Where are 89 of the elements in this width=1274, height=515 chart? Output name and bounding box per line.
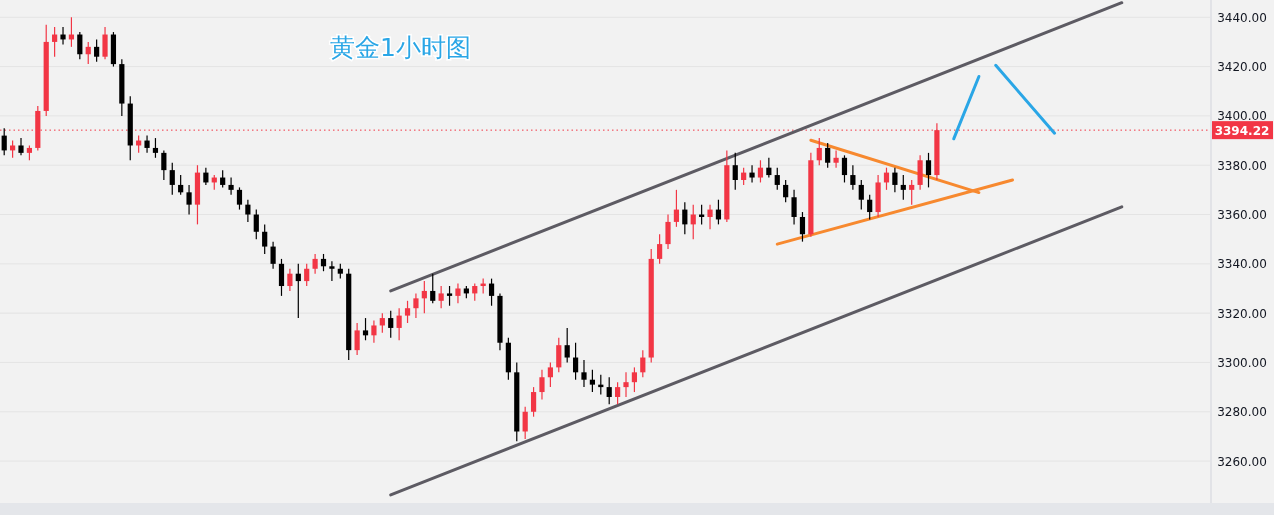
candlestick [530, 386, 537, 418]
ref-line-label: 3394.22 [1214, 123, 1270, 138]
candlestick [60, 26, 66, 45]
candlestick [278, 258, 285, 297]
candlestick [1, 127, 7, 156]
candlestick [362, 317, 369, 341]
candlestick [833, 149, 839, 169]
candlestick [631, 366, 638, 393]
text: 黄金1小时图 [330, 33, 471, 62]
candlestick [354, 322, 360, 356]
candlestick [404, 300, 411, 324]
candlestick [270, 241, 276, 270]
candlestick [581, 359, 587, 388]
candlestick [379, 312, 385, 334]
y-tick-label: 3400.00 [1217, 109, 1267, 124]
candlestick [841, 154, 848, 184]
candlestick [665, 213, 671, 250]
candlestick [682, 201, 688, 235]
candlestick [253, 208, 259, 240]
candlestick [446, 285, 453, 307]
candlestick [186, 184, 192, 216]
candlestick [615, 381, 621, 405]
candlestick [825, 142, 831, 169]
candlestick [262, 223, 268, 255]
candlestick [169, 162, 175, 196]
candlestick [77, 31, 83, 60]
candlestick [732, 152, 738, 191]
candlestick [623, 371, 629, 398]
candlestick [892, 167, 898, 193]
candlestick [858, 179, 864, 211]
candlestick [52, 26, 58, 58]
candlestick [539, 369, 545, 401]
candlestick [547, 361, 553, 388]
candlestick [312, 253, 318, 275]
y-tick-label: 3300.00 [1217, 355, 1267, 370]
candlestick [816, 137, 822, 166]
candlestick [287, 268, 293, 292]
candlestick [867, 194, 873, 221]
candlestick [900, 174, 906, 201]
candlestick [783, 179, 789, 203]
candlestick [766, 157, 772, 179]
candlestick [572, 342, 579, 381]
candlestick [295, 263, 301, 319]
candlestick [396, 307, 402, 341]
candlestick [421, 280, 427, 314]
candlestick [589, 369, 595, 393]
candlestick [673, 189, 680, 228]
candlestick [102, 26, 108, 60]
candlestick [161, 149, 167, 181]
candlestick [178, 174, 184, 196]
candlestick [657, 233, 663, 265]
candlestick [556, 337, 562, 373]
candlestick [329, 260, 335, 282]
candlestick [850, 164, 856, 191]
candlestick [707, 204, 713, 230]
candlestick [152, 137, 159, 159]
candlestick [791, 189, 797, 225]
candlestick [371, 319, 377, 344]
candlestick [94, 38, 100, 63]
candlestick [413, 292, 419, 319]
candlestick [438, 285, 444, 309]
candlestick [236, 186, 243, 211]
candlestick [749, 164, 755, 184]
y-tick-label: 3340.00 [1217, 257, 1267, 272]
y-tick-label: 3320.00 [1217, 306, 1267, 321]
candlestick [455, 282, 461, 304]
candlestick [757, 159, 764, 184]
candlestick [909, 179, 915, 206]
candlestick [85, 41, 91, 65]
candlestick [388, 310, 394, 339]
y-tick-label: 3280.00 [1217, 405, 1267, 420]
candlestick [488, 278, 495, 307]
candlestick [144, 135, 150, 154]
candlestick [799, 211, 806, 243]
candlestick [245, 199, 251, 223]
y-tick-label: 3380.00 [1217, 158, 1267, 173]
y-tick-label: 3260.00 [1217, 454, 1267, 469]
y-tick-label: 3440.00 [1217, 10, 1267, 25]
candlestick [228, 176, 234, 196]
candlestick [564, 327, 570, 364]
candlestick [522, 406, 528, 440]
candlestick [925, 152, 932, 188]
candlestick [774, 167, 780, 191]
candlestick [606, 376, 612, 405]
candlestick [640, 349, 646, 378]
candlestick [430, 273, 436, 304]
y-tick-label: 3420.00 [1217, 60, 1267, 75]
y-tick-label: 3360.00 [1217, 208, 1267, 223]
candlestick [304, 263, 310, 287]
